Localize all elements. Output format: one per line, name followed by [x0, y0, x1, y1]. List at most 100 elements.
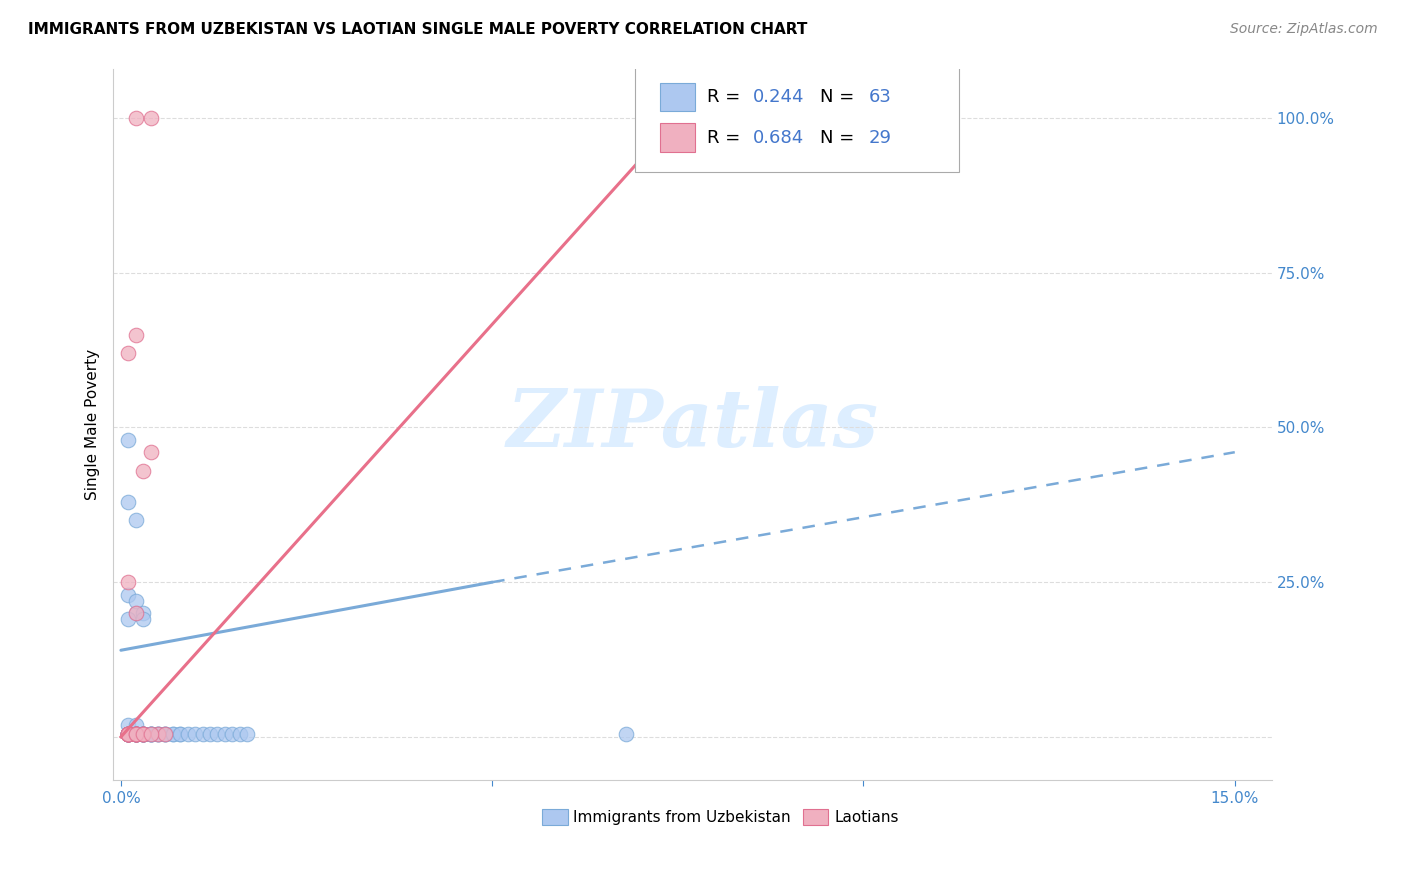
Y-axis label: Single Male Poverty: Single Male Poverty	[86, 349, 100, 500]
Point	[117, 727, 139, 741]
Point	[139, 727, 162, 741]
Text: R =: R =	[707, 88, 745, 106]
FancyBboxPatch shape	[634, 65, 959, 172]
Point	[236, 727, 259, 741]
Point	[132, 727, 155, 741]
Point	[117, 727, 139, 741]
Bar	[543, 809, 568, 825]
Point	[125, 727, 148, 741]
Point	[117, 612, 139, 626]
Point	[117, 727, 139, 741]
Point	[125, 727, 148, 741]
Point	[117, 494, 139, 508]
Point	[117, 717, 139, 731]
Point	[214, 727, 236, 741]
Point	[125, 727, 148, 741]
Point	[125, 727, 148, 741]
Point	[117, 588, 139, 602]
Point	[125, 727, 148, 741]
Point	[125, 727, 148, 741]
Point	[117, 727, 139, 741]
Point	[117, 727, 139, 741]
Bar	[803, 809, 828, 825]
Point	[132, 727, 155, 741]
Point	[132, 727, 155, 741]
Point	[155, 727, 177, 741]
Point	[117, 727, 139, 741]
Point	[132, 727, 155, 741]
Point	[125, 727, 148, 741]
Point	[146, 727, 169, 741]
Point	[132, 606, 155, 620]
Point	[132, 727, 155, 741]
Point	[614, 727, 637, 741]
Point	[132, 727, 155, 741]
Point	[139, 111, 162, 125]
Point	[198, 727, 221, 741]
Point	[125, 606, 148, 620]
Text: 63: 63	[869, 88, 891, 106]
Point	[139, 727, 162, 741]
Point	[125, 727, 148, 741]
Point	[169, 727, 191, 741]
Text: N =: N =	[820, 88, 860, 106]
Point	[117, 727, 139, 741]
Point	[139, 727, 162, 741]
Text: Immigrants from Uzbekistan: Immigrants from Uzbekistan	[574, 810, 792, 825]
Point	[125, 513, 148, 527]
Point	[125, 727, 148, 741]
Point	[132, 727, 155, 741]
Bar	[661, 83, 695, 112]
Text: ZIPatlas: ZIPatlas	[506, 385, 879, 463]
Point	[139, 727, 162, 741]
Point	[207, 727, 229, 741]
Text: IMMIGRANTS FROM UZBEKISTAN VS LAOTIAN SINGLE MALE POVERTY CORRELATION CHART: IMMIGRANTS FROM UZBEKISTAN VS LAOTIAN SI…	[28, 22, 807, 37]
Point	[132, 727, 155, 741]
Point	[132, 727, 155, 741]
Point	[117, 727, 139, 741]
Point	[125, 727, 148, 741]
Text: N =: N =	[820, 128, 860, 146]
Point	[169, 727, 191, 741]
Point	[155, 727, 177, 741]
Point	[146, 727, 169, 741]
Point	[117, 727, 139, 741]
Point	[155, 727, 177, 741]
Point	[117, 727, 139, 741]
Text: 0.684: 0.684	[754, 128, 804, 146]
Point	[117, 727, 139, 741]
Point	[117, 727, 139, 741]
Point	[117, 727, 139, 741]
Point	[125, 727, 148, 741]
Point	[117, 727, 139, 741]
Point	[132, 612, 155, 626]
Text: 29: 29	[869, 128, 891, 146]
Point	[125, 727, 148, 741]
Point	[177, 727, 200, 741]
Point	[184, 727, 207, 741]
Point	[125, 727, 148, 741]
Bar	[661, 123, 695, 152]
Point	[117, 727, 139, 741]
Point	[125, 593, 148, 607]
Point	[117, 727, 139, 741]
Text: Source: ZipAtlas.com: Source: ZipAtlas.com	[1230, 22, 1378, 37]
Point	[162, 727, 184, 741]
Point	[146, 727, 169, 741]
Point	[139, 445, 162, 459]
Point	[125, 717, 148, 731]
Text: 0.244: 0.244	[754, 88, 804, 106]
Point	[125, 111, 148, 125]
Point	[117, 727, 139, 741]
Point	[132, 727, 155, 741]
Point	[132, 464, 155, 478]
Point	[139, 727, 162, 741]
Point	[139, 727, 162, 741]
Point	[125, 606, 148, 620]
Point	[125, 727, 148, 741]
Point	[117, 727, 139, 741]
Point	[125, 727, 148, 741]
Point	[117, 575, 139, 590]
Point	[132, 727, 155, 741]
Point	[229, 727, 252, 741]
